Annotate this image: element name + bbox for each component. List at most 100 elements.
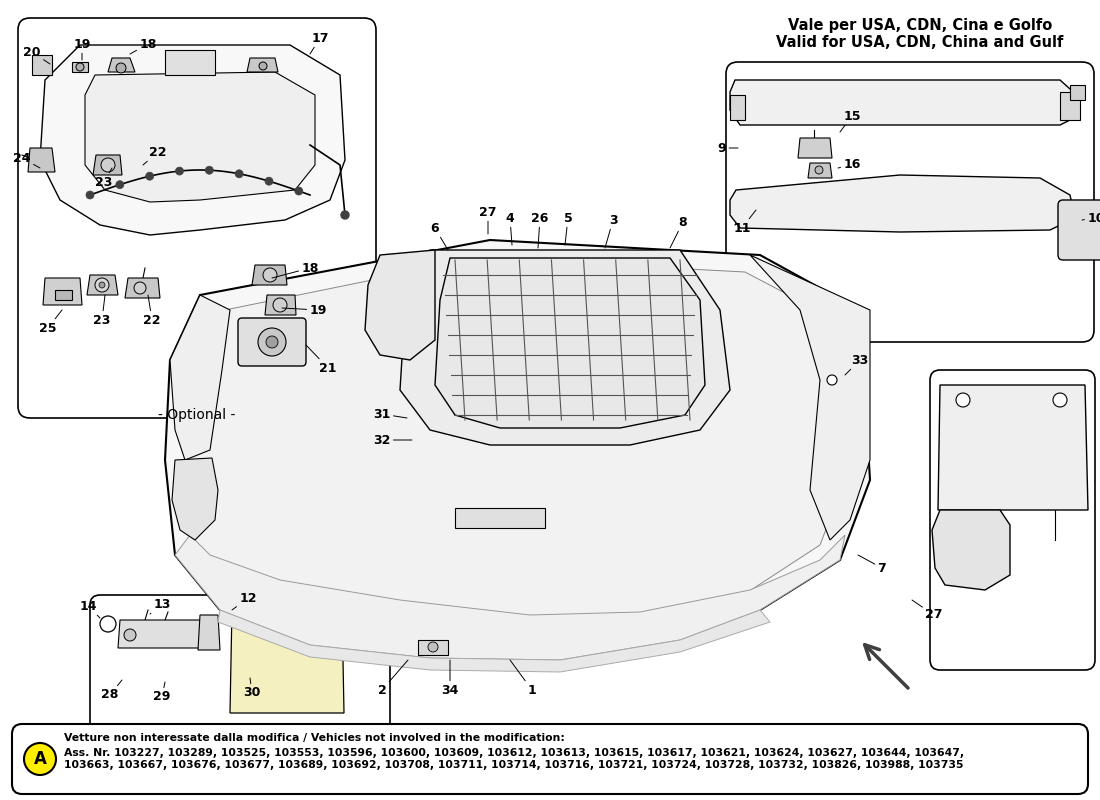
- Circle shape: [99, 282, 104, 288]
- Text: 8: 8: [670, 215, 688, 248]
- Text: 25: 25: [40, 310, 62, 334]
- Text: 12: 12: [232, 591, 256, 610]
- Text: car-part-diagrams.de: car-part-diagrams.de: [239, 258, 822, 602]
- Polygon shape: [265, 295, 296, 315]
- Polygon shape: [1070, 85, 1085, 100]
- Polygon shape: [750, 255, 870, 540]
- Text: 28: 28: [101, 680, 122, 702]
- Circle shape: [265, 177, 273, 185]
- Text: - Optional -: - Optional -: [158, 408, 235, 422]
- FancyBboxPatch shape: [90, 595, 390, 735]
- Text: 21: 21: [306, 345, 337, 374]
- Polygon shape: [72, 62, 88, 72]
- Circle shape: [176, 167, 184, 175]
- Text: 4: 4: [506, 211, 515, 245]
- Text: 33: 33: [845, 354, 869, 375]
- Text: 30: 30: [243, 678, 261, 699]
- Text: 1: 1: [510, 660, 537, 697]
- Circle shape: [428, 642, 438, 652]
- Text: 5: 5: [563, 211, 572, 245]
- Polygon shape: [932, 510, 1010, 590]
- Circle shape: [100, 616, 116, 632]
- Circle shape: [76, 63, 84, 71]
- Text: 23: 23: [94, 295, 111, 326]
- Circle shape: [145, 172, 154, 180]
- Text: 15: 15: [840, 110, 860, 132]
- Text: 2: 2: [377, 660, 408, 697]
- Circle shape: [86, 191, 94, 199]
- Text: 18: 18: [130, 38, 156, 54]
- Text: 26: 26: [531, 211, 549, 248]
- FancyArrowPatch shape: [865, 645, 907, 688]
- Circle shape: [95, 278, 109, 292]
- Text: Vale per USA, CDN, Cina e Golfo
Valid for USA, CDN, China and Gulf: Vale per USA, CDN, Cina e Golfo Valid fo…: [777, 18, 1064, 50]
- Text: 29: 29: [153, 682, 170, 703]
- Polygon shape: [365, 250, 435, 360]
- Polygon shape: [43, 278, 82, 305]
- FancyBboxPatch shape: [12, 724, 1088, 794]
- FancyBboxPatch shape: [930, 370, 1094, 670]
- Text: 17: 17: [310, 31, 329, 54]
- Polygon shape: [55, 290, 72, 300]
- Circle shape: [235, 170, 243, 178]
- Text: 10: 10: [1082, 211, 1100, 225]
- Circle shape: [295, 187, 302, 195]
- Polygon shape: [808, 163, 832, 178]
- Circle shape: [827, 375, 837, 385]
- Text: 7: 7: [858, 555, 887, 574]
- Polygon shape: [248, 58, 278, 72]
- Text: 14: 14: [79, 599, 100, 618]
- Polygon shape: [730, 175, 1075, 232]
- Polygon shape: [938, 385, 1088, 510]
- Text: 13: 13: [150, 598, 170, 614]
- Circle shape: [1053, 393, 1067, 407]
- Polygon shape: [172, 458, 218, 540]
- Text: 16: 16: [838, 158, 860, 171]
- Polygon shape: [230, 608, 344, 713]
- Polygon shape: [1060, 92, 1080, 120]
- Polygon shape: [418, 640, 448, 655]
- Polygon shape: [118, 620, 202, 648]
- Polygon shape: [85, 72, 315, 202]
- Text: 6: 6: [431, 222, 448, 250]
- Text: Vetture non interessate dalla modifica / Vehicles not involved in the modificati: Vetture non interessate dalla modifica /…: [64, 733, 565, 743]
- Polygon shape: [198, 615, 220, 650]
- Text: 20: 20: [23, 46, 50, 64]
- Text: 27: 27: [912, 600, 943, 622]
- Polygon shape: [188, 258, 848, 638]
- FancyBboxPatch shape: [726, 62, 1094, 342]
- Polygon shape: [730, 95, 745, 120]
- Polygon shape: [32, 55, 52, 75]
- Circle shape: [258, 328, 286, 356]
- Circle shape: [956, 393, 970, 407]
- Circle shape: [116, 63, 127, 73]
- Polygon shape: [108, 58, 135, 72]
- Circle shape: [266, 336, 278, 348]
- Text: 34: 34: [441, 660, 459, 697]
- Circle shape: [101, 158, 116, 172]
- Text: 18: 18: [272, 262, 319, 278]
- Circle shape: [124, 629, 136, 641]
- Polygon shape: [434, 258, 705, 428]
- FancyBboxPatch shape: [18, 18, 376, 418]
- Polygon shape: [455, 508, 544, 528]
- Polygon shape: [252, 265, 287, 285]
- Polygon shape: [125, 278, 160, 298]
- Polygon shape: [28, 148, 55, 172]
- Circle shape: [258, 62, 267, 70]
- Text: 1985: 1985: [513, 433, 667, 547]
- Circle shape: [815, 166, 823, 174]
- Polygon shape: [798, 138, 832, 158]
- Polygon shape: [94, 155, 122, 175]
- Text: 22: 22: [143, 146, 167, 165]
- Polygon shape: [165, 50, 214, 75]
- Text: 22: 22: [143, 295, 161, 326]
- Text: 23: 23: [96, 168, 112, 189]
- Circle shape: [341, 211, 349, 219]
- Text: Ass. Nr. 103227, 103289, 103525, 103553, 103596, 103600, 103609, 103612, 103613,: Ass. Nr. 103227, 103289, 103525, 103553,…: [64, 748, 964, 770]
- Text: 24: 24: [13, 151, 40, 168]
- Polygon shape: [400, 250, 730, 445]
- Text: 19: 19: [74, 38, 90, 60]
- Polygon shape: [40, 45, 345, 235]
- Polygon shape: [165, 240, 870, 660]
